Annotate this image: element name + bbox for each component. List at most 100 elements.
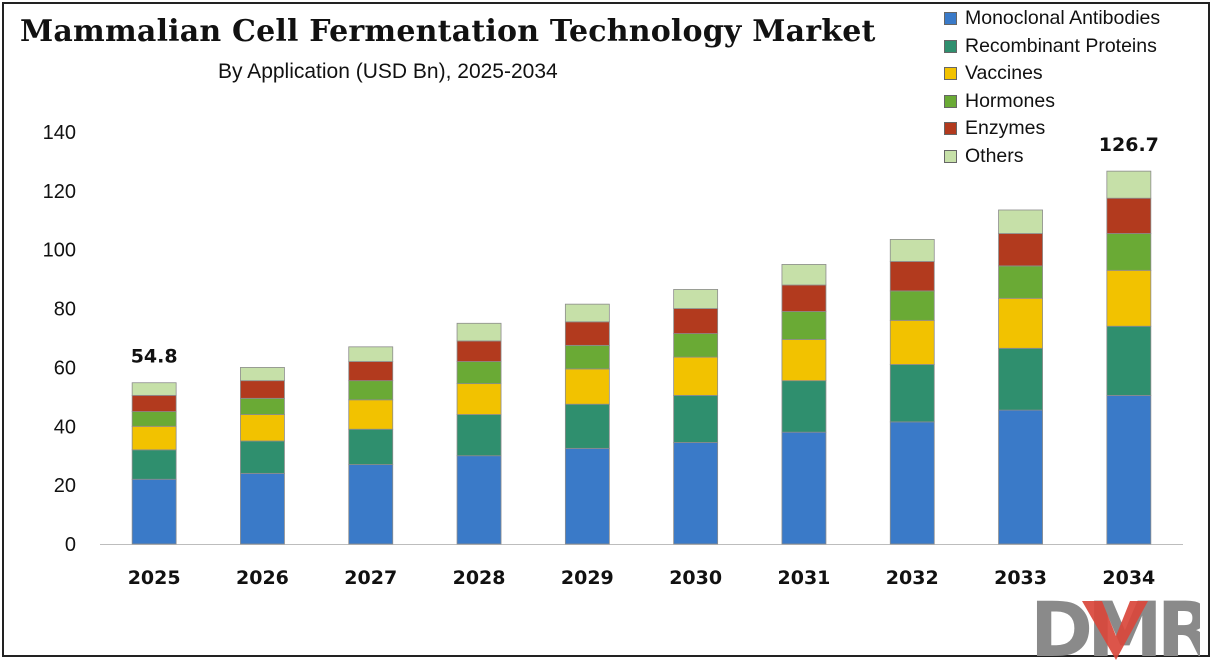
legend-label: Vaccines (965, 62, 1043, 85)
bar-segment (348, 428, 394, 465)
x-tick-label: 2030 (669, 567, 722, 589)
x-tick-label: 2028 (453, 567, 506, 589)
data-label: 126.7 (1099, 134, 1159, 156)
bar-segment (998, 265, 1043, 299)
x-tick-label: 2026 (236, 567, 289, 589)
bar-segment (456, 383, 502, 415)
bar-segment (1106, 197, 1152, 234)
bar-segment (889, 421, 935, 545)
bar-segment (131, 411, 177, 427)
bar-segment (781, 311, 827, 340)
bar-segment (781, 431, 827, 545)
y-tick-label: 40 (54, 416, 76, 438)
logo-accent-shape (1082, 601, 1148, 660)
bar-segment (781, 380, 827, 433)
bar-segment (889, 290, 935, 321)
bar-segment (456, 455, 502, 545)
bar-segment (998, 209, 1043, 234)
data-label: 54.8 (131, 346, 178, 368)
bar-segment (348, 464, 394, 545)
bar-segment (240, 472, 285, 545)
legend-swatch (944, 12, 957, 26)
bar-segment (889, 319, 935, 365)
bar-segment (240, 397, 285, 415)
bar-segment (673, 394, 719, 443)
chart-title: Mammalian Cell Fermentation Technology M… (20, 14, 876, 49)
bar-segment (673, 333, 719, 358)
bar-segment (564, 344, 610, 370)
x-tick-label: 2032 (886, 567, 939, 589)
legend-label: Others (965, 144, 1024, 167)
x-tick-label: 2034 (1102, 567, 1155, 589)
x-tick-label: 2027 (344, 567, 397, 589)
bar-segment (240, 414, 285, 442)
bar-segment (348, 346, 394, 362)
bar-segment (998, 233, 1043, 267)
legend-item: Enzymes (944, 115, 1160, 143)
legend-label: Recombinant Proteins (965, 34, 1157, 57)
bar-segment (889, 364, 935, 423)
bar-segment (240, 440, 285, 474)
bar-segment (131, 449, 177, 480)
x-tick-label: 2029 (561, 567, 614, 589)
bar-segment (1106, 325, 1152, 396)
dmr-logo: DMR (1030, 598, 1200, 660)
bar-segment (131, 478, 177, 545)
bar-segment (1106, 394, 1152, 545)
bar-segment (1106, 233, 1152, 271)
bar-segment (673, 356, 719, 396)
bar-segment (889, 261, 935, 292)
legend-label: Monoclonal Antibodies (965, 7, 1161, 30)
bar-segment (348, 380, 394, 401)
chart-subtitle: By Application (USD Bn), 2025-2034 (218, 60, 558, 83)
bar-segment (564, 447, 610, 545)
bar-segment (456, 414, 502, 457)
bar-segment (998, 297, 1043, 349)
bar-segment (781, 264, 827, 286)
y-tick-label: 140 (43, 122, 76, 144)
x-tick-label: 2025 (128, 567, 181, 589)
bar-segment (673, 289, 719, 309)
x-tick-label: 2033 (994, 567, 1047, 589)
bar-segment (781, 339, 827, 382)
bar-segment (348, 399, 394, 430)
bar-segment (998, 347, 1043, 411)
bar-segment (673, 308, 719, 334)
legend-label: Hormones (965, 89, 1055, 112)
bar-segment (456, 322, 502, 342)
legend-swatch (944, 39, 957, 53)
bar-segment (131, 425, 177, 451)
legend-swatch (944, 67, 957, 81)
y-tick-label: 100 (43, 240, 76, 262)
bar-segment (348, 361, 394, 382)
bar-segment (781, 284, 827, 312)
legend-label: Enzymes (965, 117, 1046, 140)
legend-item: Hormones (944, 88, 1160, 116)
legend-item: Others (944, 143, 1160, 171)
x-tick-label: 2031 (778, 567, 831, 589)
legend-swatch (944, 149, 957, 163)
bar-segment (1106, 269, 1152, 327)
bar-segment (131, 394, 177, 412)
y-tick-label: 0 (65, 534, 76, 556)
bar-segment (564, 303, 610, 323)
y-tick-label: 60 (54, 357, 76, 379)
bar-segment (456, 361, 502, 385)
legend-item: Recombinant Proteins (944, 33, 1160, 61)
y-tick-label: 20 (54, 475, 76, 497)
legend-item: Monoclonal Antibodies (944, 5, 1160, 33)
bar-segment (889, 239, 935, 262)
bar-segment (998, 409, 1043, 545)
bar-segment (240, 367, 285, 382)
bar-segment (673, 442, 719, 545)
bar-segment (131, 382, 177, 396)
legend-item: Vaccines (944, 60, 1160, 88)
legend-swatch (944, 94, 957, 108)
bar-segment (564, 403, 610, 449)
chart-legend: Monoclonal Antibodies Recombinant Protein… (944, 5, 1160, 170)
bar-segment (240, 380, 285, 399)
y-tick-label: 80 (54, 299, 76, 321)
bar-segment (456, 340, 502, 362)
bar-segment (564, 321, 610, 346)
